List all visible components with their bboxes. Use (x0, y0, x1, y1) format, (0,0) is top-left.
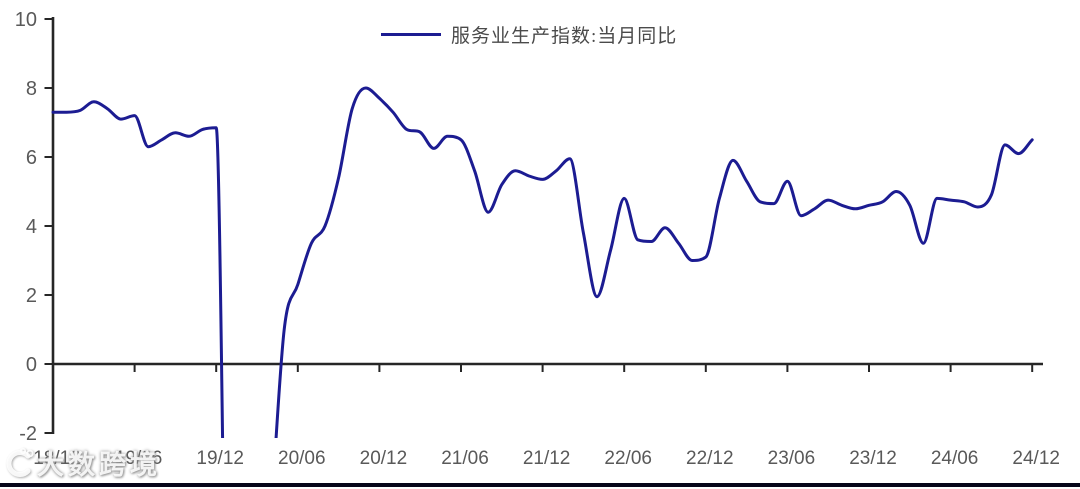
legend-line-swatch (381, 33, 441, 36)
x-axis-tick-label: 22/12 (686, 448, 734, 469)
chart-legend: 服务业生产指数:当月同比 (381, 21, 677, 48)
series-line (51, 86, 1034, 438)
x-axis-tick-label: 18/12 (33, 448, 81, 469)
y-axis-tick-label: 4 (26, 216, 37, 238)
x-axis-tick-label: 19/12 (196, 448, 244, 469)
x-axis-tick-label: 20/06 (278, 448, 326, 469)
x-axis-tick-label: 23/06 (768, 448, 816, 469)
bottom-border (0, 483, 1080, 487)
x-axis-tick-label: 19/06 (115, 448, 163, 469)
x-axis: 18/12 19/06 19/12 20/06 20/12 21/06 21/12 22/06… (33, 362, 1060, 469)
y-axis-tick-label: -2 (19, 423, 37, 445)
y-axis-tick-label: 2 (26, 285, 37, 307)
y-axis-tick-label: 0 (26, 354, 37, 376)
x-axis-tick-label: 24/06 (931, 448, 979, 469)
x-axis-tick-label: 20/12 (360, 448, 408, 469)
x-axis-tick-label: 23/12 (849, 448, 897, 469)
y-axis-tick-label: 10 (15, 9, 37, 31)
legend-label: 服务业生产指数:当月同比 (451, 26, 678, 47)
x-axis-tick-label: 21/06 (441, 448, 489, 469)
x-axis-tick-label: 21/12 (523, 448, 571, 469)
y-axis-tick-label: 6 (26, 147, 37, 169)
y-axis-tick-label: 8 (26, 78, 37, 100)
x-axis-tick-label: 22/06 (604, 448, 652, 469)
x-axis-tick-label: 24/12 (1012, 448, 1060, 469)
y-axis: 10 8 6 4 2 0 -2 (15, 9, 55, 445)
